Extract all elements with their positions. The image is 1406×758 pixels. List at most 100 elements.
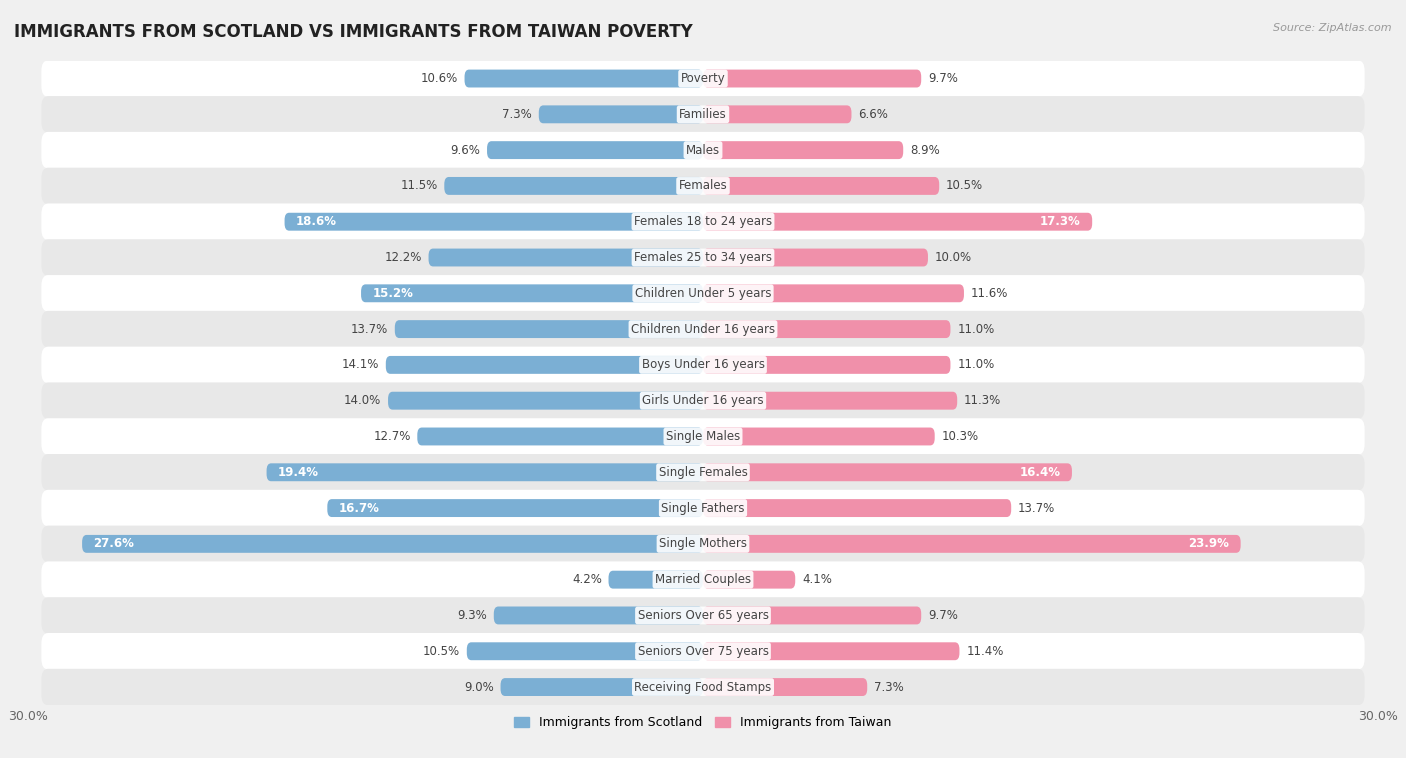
FancyBboxPatch shape <box>703 356 950 374</box>
FancyBboxPatch shape <box>703 606 921 625</box>
FancyBboxPatch shape <box>41 597 1365 634</box>
FancyBboxPatch shape <box>41 61 1365 97</box>
FancyBboxPatch shape <box>41 669 1365 705</box>
FancyBboxPatch shape <box>388 392 703 409</box>
Text: 7.3%: 7.3% <box>875 681 904 694</box>
FancyBboxPatch shape <box>41 311 1365 347</box>
Text: 18.6%: 18.6% <box>295 215 337 228</box>
FancyBboxPatch shape <box>41 562 1365 598</box>
FancyBboxPatch shape <box>41 418 1365 455</box>
FancyBboxPatch shape <box>41 490 1365 526</box>
Text: Poverty: Poverty <box>681 72 725 85</box>
Text: Single Females: Single Females <box>658 465 748 479</box>
Text: Children Under 16 years: Children Under 16 years <box>631 323 775 336</box>
Text: Seniors Over 65 years: Seniors Over 65 years <box>637 609 769 622</box>
FancyBboxPatch shape <box>41 96 1365 133</box>
Text: 23.9%: 23.9% <box>1188 537 1229 550</box>
Text: 11.5%: 11.5% <box>401 180 437 193</box>
Text: 19.4%: 19.4% <box>278 465 319 479</box>
FancyBboxPatch shape <box>41 633 1365 669</box>
Text: 9.7%: 9.7% <box>928 609 957 622</box>
Text: 6.6%: 6.6% <box>858 108 889 121</box>
FancyBboxPatch shape <box>385 356 703 374</box>
Text: 11.4%: 11.4% <box>966 645 1004 658</box>
Text: 9.7%: 9.7% <box>928 72 957 85</box>
FancyBboxPatch shape <box>703 499 1011 517</box>
FancyBboxPatch shape <box>494 606 703 625</box>
FancyBboxPatch shape <box>444 177 703 195</box>
Text: 11.0%: 11.0% <box>957 359 994 371</box>
Text: 9.6%: 9.6% <box>450 143 481 157</box>
Text: 8.9%: 8.9% <box>910 143 939 157</box>
FancyBboxPatch shape <box>41 525 1365 562</box>
FancyBboxPatch shape <box>361 284 703 302</box>
FancyBboxPatch shape <box>41 275 1365 312</box>
FancyBboxPatch shape <box>267 463 703 481</box>
FancyBboxPatch shape <box>486 141 703 159</box>
FancyBboxPatch shape <box>703 249 928 267</box>
FancyBboxPatch shape <box>703 535 1240 553</box>
Text: 27.6%: 27.6% <box>93 537 134 550</box>
Text: Source: ZipAtlas.com: Source: ZipAtlas.com <box>1274 23 1392 33</box>
Text: 10.0%: 10.0% <box>935 251 972 264</box>
FancyBboxPatch shape <box>395 320 703 338</box>
FancyBboxPatch shape <box>703 70 921 87</box>
Text: Boys Under 16 years: Boys Under 16 years <box>641 359 765 371</box>
Text: 17.3%: 17.3% <box>1040 215 1081 228</box>
FancyBboxPatch shape <box>703 284 965 302</box>
FancyBboxPatch shape <box>82 535 703 553</box>
Text: Married Couples: Married Couples <box>655 573 751 586</box>
Text: 12.2%: 12.2% <box>384 251 422 264</box>
Text: Families: Families <box>679 108 727 121</box>
FancyBboxPatch shape <box>41 132 1365 168</box>
Text: 7.3%: 7.3% <box>502 108 531 121</box>
FancyBboxPatch shape <box>703 571 796 589</box>
FancyBboxPatch shape <box>609 571 703 589</box>
FancyBboxPatch shape <box>464 70 703 87</box>
Text: 10.6%: 10.6% <box>420 72 458 85</box>
Text: 16.4%: 16.4% <box>1019 465 1060 479</box>
Text: Females 18 to 24 years: Females 18 to 24 years <box>634 215 772 228</box>
FancyBboxPatch shape <box>703 463 1071 481</box>
Text: 10.3%: 10.3% <box>942 430 979 443</box>
FancyBboxPatch shape <box>418 428 703 446</box>
Text: 11.3%: 11.3% <box>965 394 1001 407</box>
Text: 13.7%: 13.7% <box>1018 502 1054 515</box>
Text: 11.6%: 11.6% <box>970 287 1008 300</box>
Text: 14.0%: 14.0% <box>344 394 381 407</box>
Text: 12.7%: 12.7% <box>373 430 411 443</box>
Text: Receiving Food Stamps: Receiving Food Stamps <box>634 681 772 694</box>
FancyBboxPatch shape <box>703 141 903 159</box>
Text: 4.2%: 4.2% <box>572 573 602 586</box>
Text: Children Under 5 years: Children Under 5 years <box>634 287 772 300</box>
FancyBboxPatch shape <box>703 105 852 124</box>
Text: Single Mothers: Single Mothers <box>659 537 747 550</box>
Text: Females 25 to 34 years: Females 25 to 34 years <box>634 251 772 264</box>
Legend: Immigrants from Scotland, Immigrants from Taiwan: Immigrants from Scotland, Immigrants fro… <box>509 711 897 735</box>
FancyBboxPatch shape <box>41 346 1365 383</box>
FancyBboxPatch shape <box>41 203 1365 240</box>
Text: 9.0%: 9.0% <box>464 681 494 694</box>
FancyBboxPatch shape <box>703 320 950 338</box>
Text: Females: Females <box>679 180 727 193</box>
FancyBboxPatch shape <box>41 168 1365 204</box>
FancyBboxPatch shape <box>41 383 1365 419</box>
FancyBboxPatch shape <box>703 642 959 660</box>
Text: 13.7%: 13.7% <box>352 323 388 336</box>
FancyBboxPatch shape <box>501 678 703 696</box>
FancyBboxPatch shape <box>703 392 957 409</box>
FancyBboxPatch shape <box>703 428 935 446</box>
Text: Seniors Over 75 years: Seniors Over 75 years <box>637 645 769 658</box>
FancyBboxPatch shape <box>429 249 703 267</box>
Text: Girls Under 16 years: Girls Under 16 years <box>643 394 763 407</box>
Text: IMMIGRANTS FROM SCOTLAND VS IMMIGRANTS FROM TAIWAN POVERTY: IMMIGRANTS FROM SCOTLAND VS IMMIGRANTS F… <box>14 23 693 41</box>
Text: 9.3%: 9.3% <box>457 609 486 622</box>
FancyBboxPatch shape <box>467 642 703 660</box>
Text: 10.5%: 10.5% <box>946 180 983 193</box>
FancyBboxPatch shape <box>538 105 703 124</box>
Text: 10.5%: 10.5% <box>423 645 460 658</box>
FancyBboxPatch shape <box>328 499 703 517</box>
Text: 11.0%: 11.0% <box>957 323 994 336</box>
Text: Males: Males <box>686 143 720 157</box>
FancyBboxPatch shape <box>703 678 868 696</box>
